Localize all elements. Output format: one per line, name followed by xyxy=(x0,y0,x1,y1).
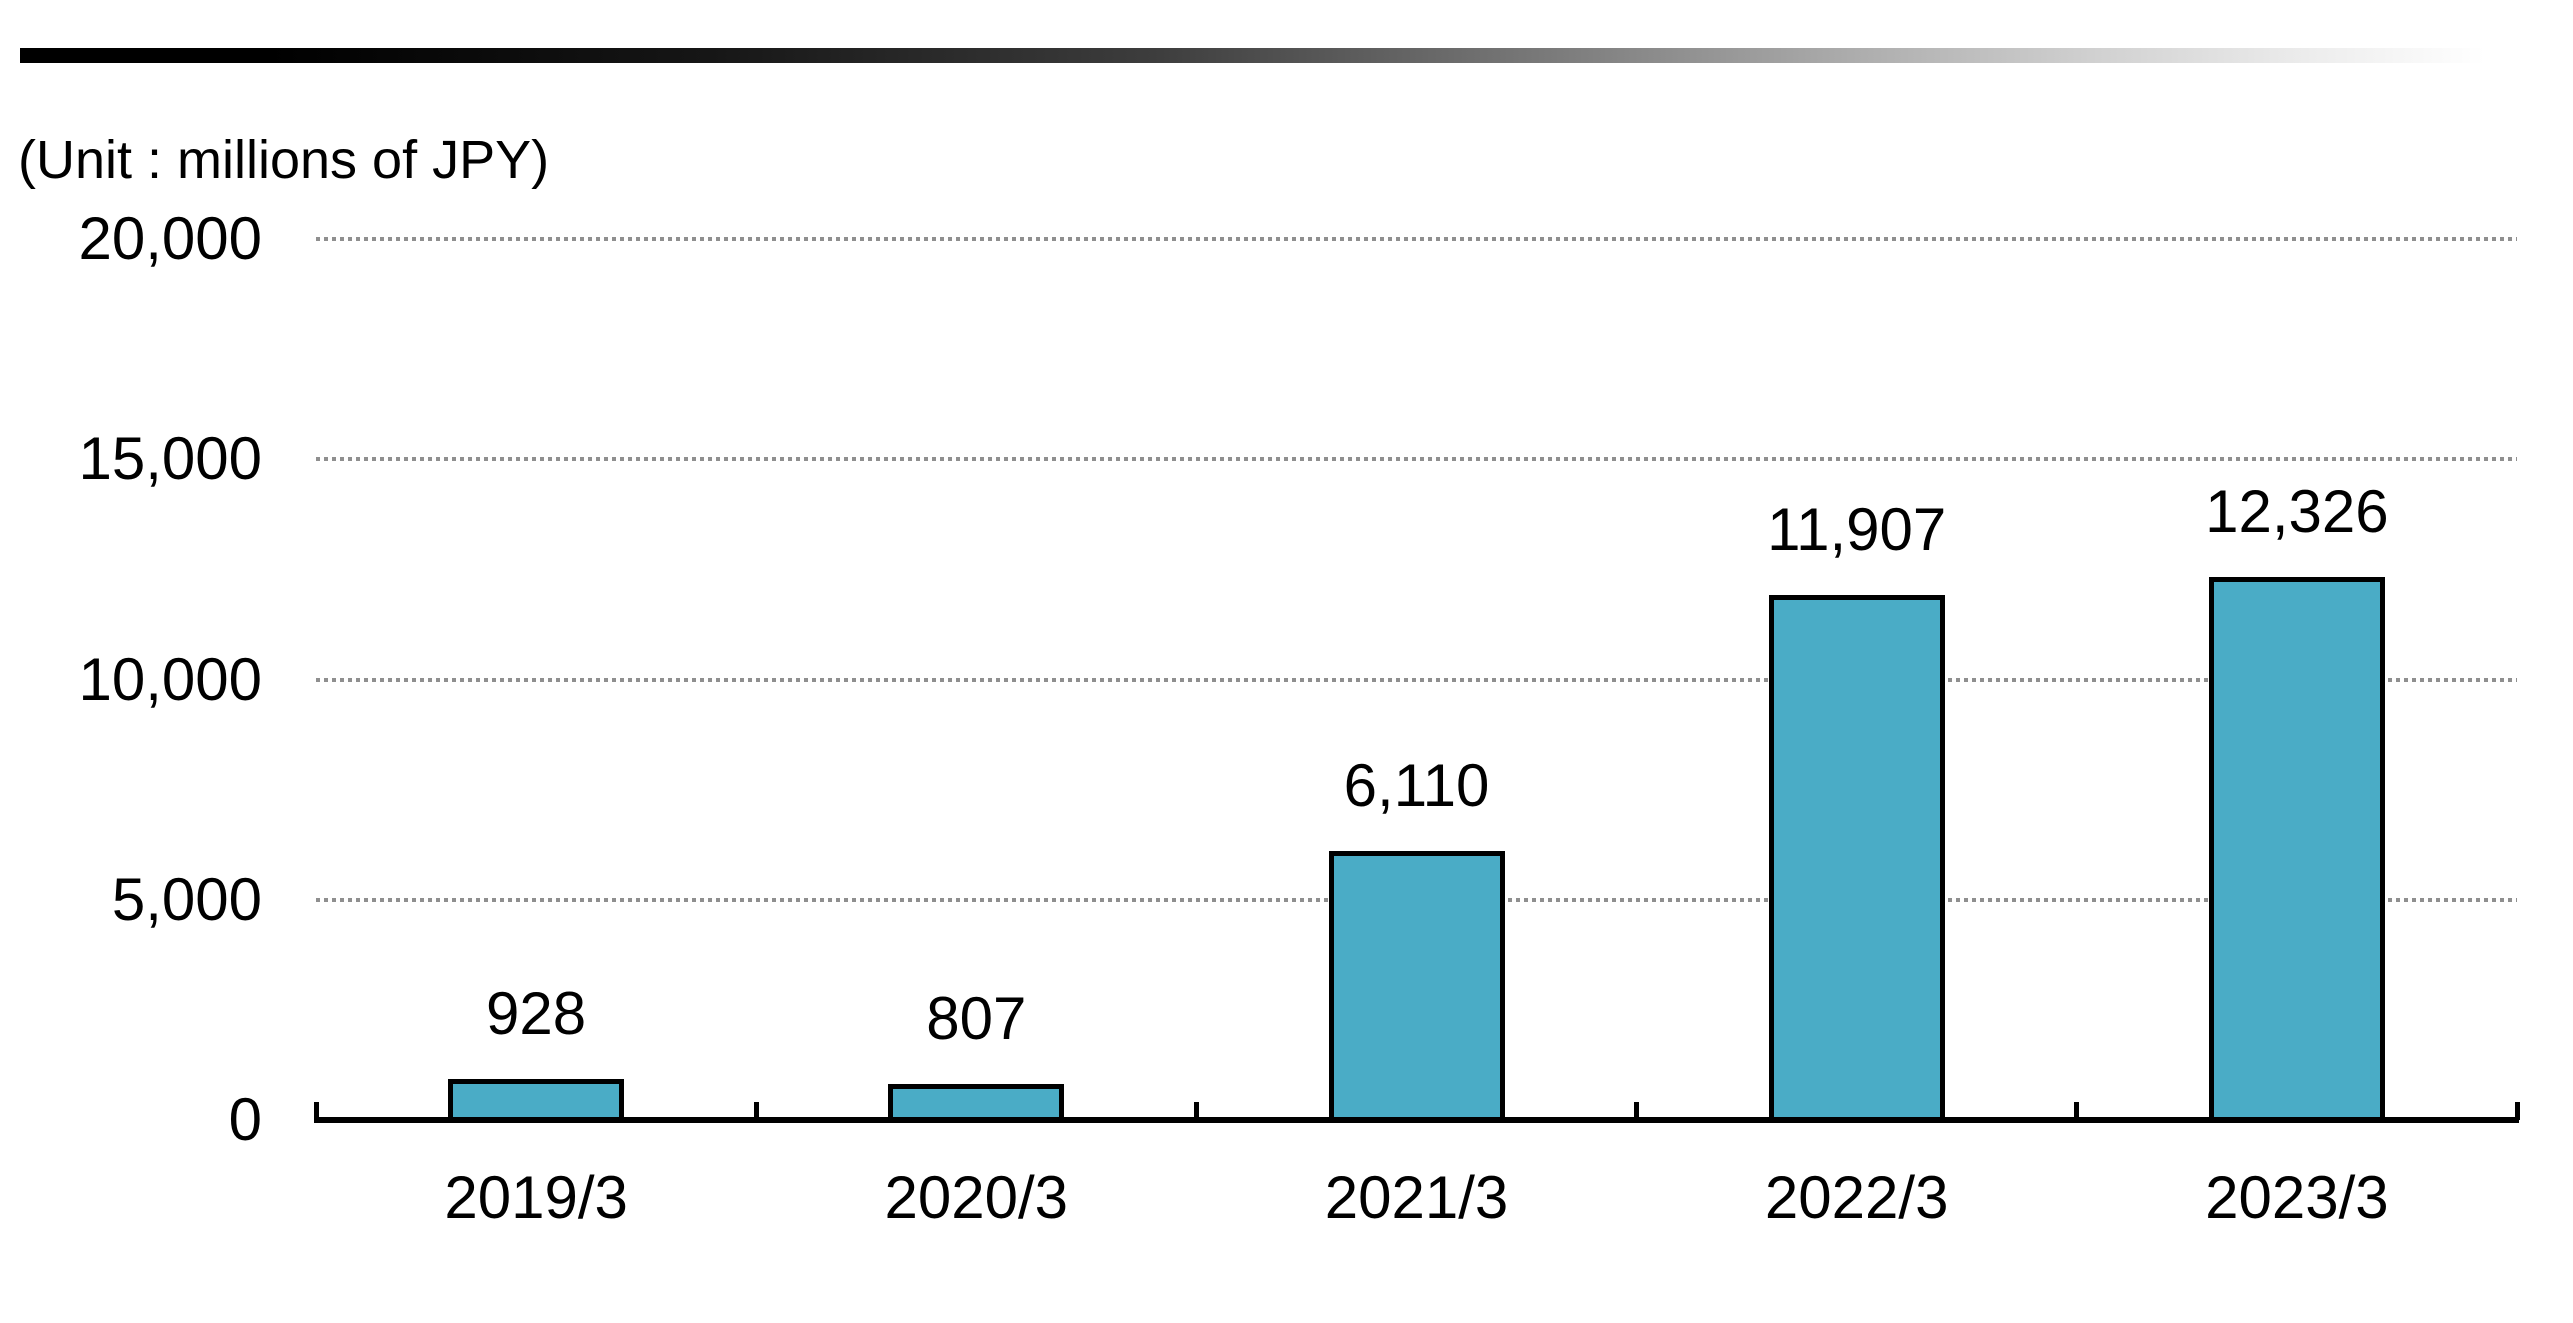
x-axis-tick-2 xyxy=(1193,1102,1199,1120)
x-axis-tick-3 xyxy=(1634,1102,1640,1120)
bar-2023/3 xyxy=(2208,577,2385,1123)
x-axis-tick-0 xyxy=(313,1102,319,1120)
data-label-2023/3: 12,326 xyxy=(2205,478,2389,546)
data-label-2020/3: 807 xyxy=(926,985,1027,1053)
bar-2020/3 xyxy=(888,1084,1065,1123)
x-axis-label-2021/3: 2021/3 xyxy=(1324,1164,1509,1231)
y-axis-label-20000: 20,000 xyxy=(78,205,262,272)
y-axis-label-5000: 5,000 xyxy=(111,865,262,933)
x-axis-label-2019/3: 2019/3 xyxy=(444,1164,628,1231)
x-axis-tick-4 xyxy=(2074,1102,2080,1120)
y-axis-label-15000: 15,000 xyxy=(78,425,262,493)
data-label-2019/3: 928 xyxy=(486,980,587,1048)
x-axis-label-2020/3: 2020/3 xyxy=(884,1164,1069,1231)
bar-2021/3 xyxy=(1328,850,1505,1123)
data-label-2021/3: 6,110 xyxy=(1343,751,1490,819)
x-axis-label-2022/3: 2022/3 xyxy=(1764,1164,1949,1231)
x-axis-line xyxy=(314,1117,2519,1123)
x-axis-label-2023/3: 2023/3 xyxy=(2205,1164,2389,1231)
data-label-2022/3: 11,907 xyxy=(1767,496,1947,564)
y-axis-label-10000: 10,000 xyxy=(78,645,262,713)
unit-label: (Unit : millions of JPY) xyxy=(18,130,550,190)
x-axis-tick-5 xyxy=(2514,1102,2520,1120)
header-gradient-rule xyxy=(20,48,2485,63)
gridline-20000 xyxy=(316,237,2517,241)
gridline-10000 xyxy=(316,677,2517,682)
x-axis-tick-1 xyxy=(753,1102,759,1120)
bar-2022/3 xyxy=(1768,595,1945,1123)
gridline-15000 xyxy=(316,457,2517,462)
y-axis-label-0: 0 xyxy=(228,1086,262,1153)
